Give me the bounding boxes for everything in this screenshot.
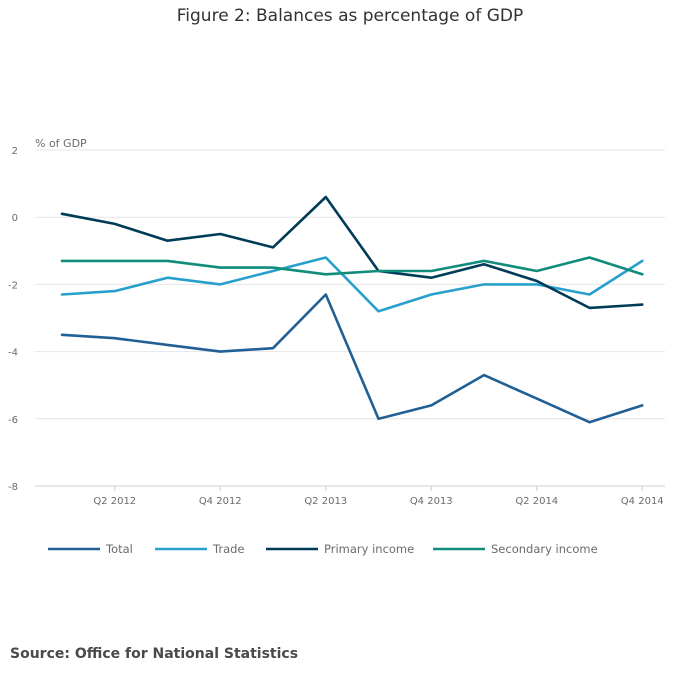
axes: 2 0 -2 -4 -6 -8 Q2 2012 Q4 2012 Q2 2013 Q4 2013 Q2… <box>8 146 664 507</box>
legend-label: Primary income <box>324 542 414 556</box>
legend-label: Secondary income <box>491 542 598 556</box>
x-tick-label: Q2 2013 <box>304 496 347 507</box>
x-tick-label: Q4 2014 <box>621 496 664 507</box>
x-tick-label: Q4 2012 <box>199 496 242 507</box>
series-lines <box>60 195 644 424</box>
y-tick-label: -2 <box>8 280 18 291</box>
series-line-total <box>60 293 644 424</box>
y-tick-label: -4 <box>8 348 18 359</box>
source-note: Source: Office for National Statistics <box>10 646 299 662</box>
legend-label: Trade <box>212 542 245 556</box>
x-tick-label: Q2 2012 <box>93 496 136 507</box>
y-tick-label: -6 <box>8 415 18 426</box>
y-tick-label: 2 <box>12 146 18 157</box>
y-tick-label: -8 <box>8 482 18 493</box>
grid-lines <box>35 149 665 487</box>
x-tick-label: Q2 2014 <box>515 496 558 507</box>
chart-title: Figure 2: Balances as percentage of GDP <box>176 6 524 26</box>
y-axis-label: % of GDP <box>35 137 87 150</box>
series-line-primary-income <box>60 195 644 310</box>
y-tick-label: 0 <box>12 213 18 224</box>
legend: Total Trade Primary income Secondary income <box>48 542 598 556</box>
legend-label: Total <box>105 542 133 556</box>
series-line-secondary-income <box>60 256 644 276</box>
x-tick-label: Q4 2013 <box>410 496 453 507</box>
